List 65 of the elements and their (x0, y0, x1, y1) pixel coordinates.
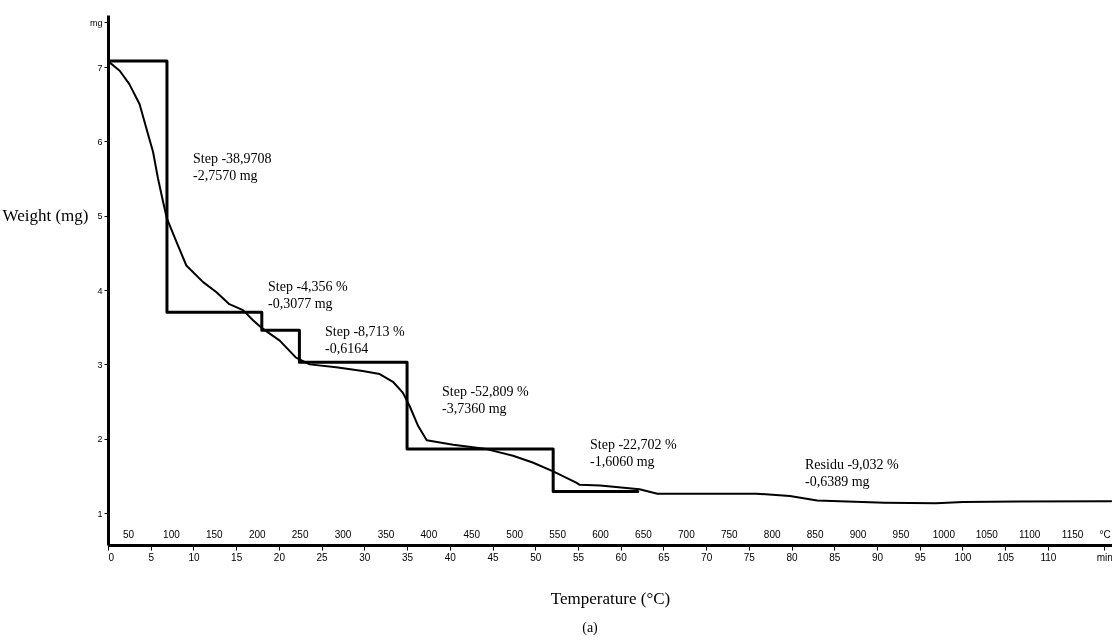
x2-tick-label: 200 (248, 528, 267, 540)
x2-tick-label: 750 (720, 528, 739, 540)
x-tick-label: 25 (316, 551, 329, 563)
x2-tick-label: 1100 (1018, 528, 1041, 540)
x-tick-label: 35 (402, 551, 414, 563)
x2-tick-label: 950 (892, 528, 910, 540)
annotation: Residu -9,032 % -0,6389 mg (805, 457, 900, 489)
x2-tick-label: 650 (635, 528, 653, 540)
x-tick-label: 30 (359, 551, 371, 563)
x-tick-label: 90 (871, 551, 884, 563)
x2-tick-label: 450 (463, 528, 481, 540)
y-tick-label: mg (89, 17, 103, 28)
x-tick-label: 50 (530, 551, 542, 563)
y-tick-label: 1 (97, 508, 103, 519)
x2-tick-label: 500 (506, 528, 524, 540)
x-tick-label: min (1096, 551, 1112, 563)
x2-tick-label: 800 (763, 528, 781, 540)
x-tick-label: 110 (1040, 551, 1057, 563)
x-tick-label: 10 (188, 551, 200, 563)
x2-tick-label: 700 (678, 528, 696, 540)
y-tick-label: 3 (97, 359, 103, 370)
x-tick-label: 20 (273, 551, 286, 563)
x2-tick-label: 900 (849, 528, 867, 540)
x-tick-label: 100 (954, 551, 972, 563)
annotation: Step -22,702 % -1,6060 mg (590, 437, 678, 469)
y-tick-label: 6 (97, 136, 103, 147)
y-tick-label: 4 (97, 285, 103, 296)
x-tick-label: 45 (487, 551, 500, 563)
x-tick-label: 75 (743, 551, 756, 563)
y-tick-label: 7 (97, 62, 103, 73)
x-tick-label: 5 (148, 551, 155, 563)
x2-tick-label: 50 (122, 528, 135, 540)
annotation: Step -52,809 % -3,7360 mg (442, 384, 530, 416)
y-tick-label: 2 (97, 434, 103, 445)
y-axis-title: Weight (mg) (2, 205, 89, 225)
x2-tick-label: 250 (291, 528, 309, 540)
x-tick-label: 15 (231, 551, 243, 563)
x-tick-label: 80 (786, 551, 799, 563)
annotation: Step -8,713 % -0,6164 (325, 324, 406, 356)
x-tick-label: 85 (829, 551, 841, 563)
x2-tick-label: 400 (420, 528, 438, 540)
x-tick-label: 0 (108, 551, 115, 563)
x-tick-label: 55 (572, 551, 585, 563)
x2-tick-label: 850 (806, 528, 824, 540)
y-tick-label: 5 (97, 211, 103, 222)
x2-tick-label: 150 (205, 528, 224, 540)
x-tick-label: 60 (615, 551, 628, 563)
x2-tick-label: 1000 (932, 528, 956, 540)
x2-tick-label: °C (1099, 528, 1111, 540)
x-tick-label: 95 (914, 551, 927, 563)
x2-tick-label: 1150 (1061, 528, 1084, 540)
x2-tick-label: 100 (163, 528, 181, 540)
x-tick-label: 70 (701, 551, 713, 563)
text: (a) (582, 620, 599, 636)
x2-tick-label: 600 (592, 528, 610, 540)
x-axis-title: Temperature (°C) (550, 588, 671, 608)
x2-tick-label: 350 (377, 528, 395, 540)
x-tick-label: 65 (658, 551, 670, 563)
x2-tick-label: 550 (549, 528, 567, 540)
x2-tick-label: 1050 (975, 528, 999, 540)
annotation: Step -38,9708 -2,7570 mg (193, 151, 272, 183)
x-tick-label: 105 (997, 551, 1015, 563)
x-tick-label: 40 (444, 551, 457, 563)
x2-tick-label: 300 (334, 528, 352, 540)
annotation: Step -4,356 % -0,3077 mg (268, 279, 349, 311)
